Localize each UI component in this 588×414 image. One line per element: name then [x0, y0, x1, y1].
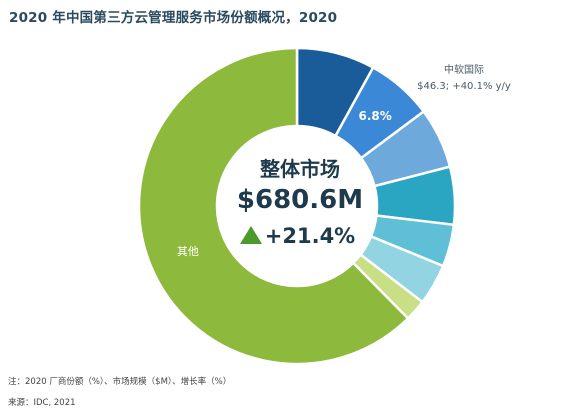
center-label: 整体市场: [259, 157, 340, 181]
callout-label: 中软国际 $46.3; +40.1% y/y: [417, 63, 511, 92]
slice-label-8: 其他: [177, 245, 199, 258]
footnote-source: 来源：IDC, 2021: [8, 398, 76, 408]
slice-labels: 6.8% 其他: [177, 109, 392, 258]
donut-slice-8: [137, 46, 410, 366]
footnote-note: 注：2020 厂商份额（%）、市场规模（$M）、增长率（%）: [8, 377, 232, 387]
donut-slices: [137, 46, 457, 366]
callout-name: 中软国际: [444, 63, 484, 76]
slice-label-2: 6.8%: [358, 109, 391, 123]
growth-up-arrow-icon: [240, 226, 262, 244]
callout-detail: $46.3; +40.1% y/y: [417, 81, 511, 92]
center-total: $680.6M: [237, 185, 363, 215]
center-summary: 整体市场 $680.6M +21.4%: [237, 157, 363, 248]
chart-title: 2020 年中国第三方云管理服务市场份额概况，2020: [9, 10, 338, 26]
center-growth: +21.4%: [265, 224, 355, 248]
